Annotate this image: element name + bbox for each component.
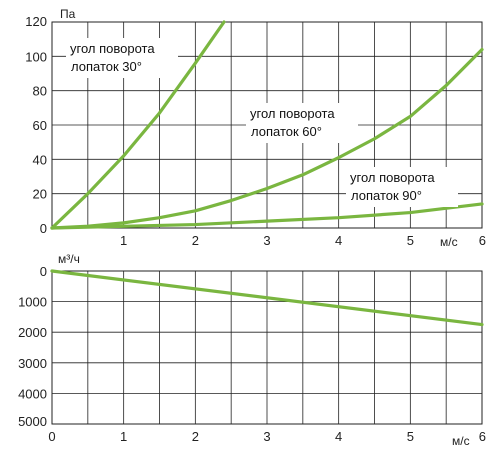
y-tick-label: 60 xyxy=(33,118,47,133)
curve-label-background xyxy=(246,103,358,143)
y-tick-label: 2000 xyxy=(18,325,47,340)
curve-label: угол поворота xyxy=(250,106,335,121)
x-tick-label: 2 xyxy=(192,233,199,248)
y-axis-unit-label: Па xyxy=(60,7,76,21)
y-tick-label: 80 xyxy=(33,84,47,99)
y-tick-label: 4000 xyxy=(18,386,47,401)
curve-label: угол поворота xyxy=(350,170,435,185)
x-axis-unit-label: м/с xyxy=(440,235,458,249)
plot-frame xyxy=(51,270,483,425)
x-tick-label: 1 xyxy=(120,233,127,248)
series-line-1 xyxy=(50,269,484,327)
x-tick-label: 1 xyxy=(120,429,127,444)
y-tick-label: 40 xyxy=(33,152,47,167)
curve-label: лопаток 90° xyxy=(351,188,422,203)
y-tick-label: 100 xyxy=(25,49,47,64)
y-axis-unit-label: м³/ч xyxy=(58,252,80,266)
x-tick-label: 5 xyxy=(407,233,414,248)
y-tick-label: 5000 xyxy=(18,414,47,429)
y-tick-label: 20 xyxy=(33,187,47,202)
x-tick-label: 5 xyxy=(407,429,414,444)
curve-label: лопаток 30° xyxy=(71,59,142,74)
curve-label-background xyxy=(346,167,458,207)
curve-label: угол поворота xyxy=(70,41,155,56)
plot-frame xyxy=(51,21,483,229)
x-tick-label: 2 xyxy=(192,429,199,444)
x-tick-label: 6 xyxy=(479,429,486,444)
y-tick-label: 3000 xyxy=(18,356,47,371)
curve-label: лопаток 60° xyxy=(251,124,322,139)
x-tick-label: 3 xyxy=(263,233,270,248)
x-tick-label: 6 xyxy=(479,233,486,248)
y-tick-label: 0 xyxy=(40,221,47,236)
y-tick-label: 0 xyxy=(40,264,47,279)
y-tick-label: 120 xyxy=(25,14,47,29)
curve-label-background xyxy=(66,38,178,78)
x-tick-label: 3 xyxy=(263,429,270,444)
x-axis-unit-label: м/с xyxy=(452,434,470,448)
pressure-chart: 0 20 40 60 80 100 120 1 2 3 4 5 6 Па м/с угол поворота л… xyxy=(25,7,486,249)
y-tick-label: 1000 xyxy=(18,295,47,310)
series-line-2 xyxy=(50,47,484,230)
series-line-3 xyxy=(50,202,484,230)
x-tick-label: 4 xyxy=(335,233,342,248)
series-line-1 xyxy=(50,20,226,230)
x-tick-label: 4 xyxy=(335,429,342,444)
x-tick-label: 0 xyxy=(48,429,55,444)
